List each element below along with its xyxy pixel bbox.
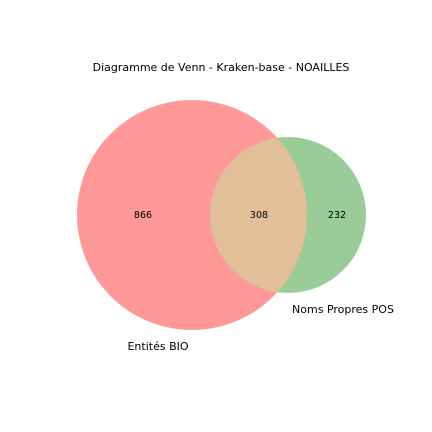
diagram-title: Diagramme de Venn - Kraken-base - NOAILL…	[93, 61, 350, 74]
set-left-label: Entités BIO	[127, 340, 188, 353]
left-only-count: 866	[134, 210, 152, 221]
right-only-count: 232	[328, 210, 346, 221]
set-right-label: Noms Propres POS	[292, 303, 394, 316]
intersection-count: 308	[250, 210, 268, 221]
intersection-region	[210, 137, 307, 293]
